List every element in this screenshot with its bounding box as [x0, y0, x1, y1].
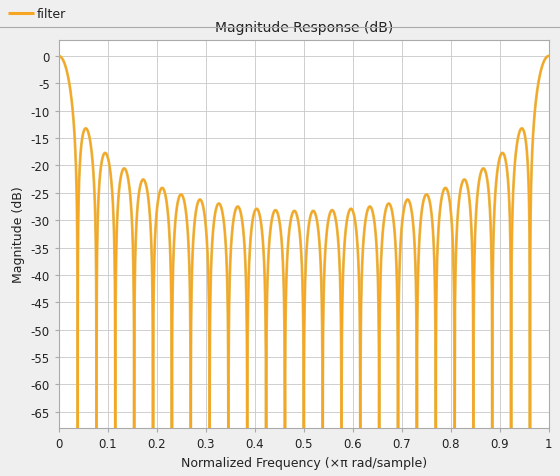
Y-axis label: Magnitude (dB): Magnitude (dB) [12, 186, 25, 283]
X-axis label: Normalized Frequency (×π rad/sample): Normalized Frequency (×π rad/sample) [181, 456, 427, 469]
Text: filter: filter [36, 8, 66, 21]
Title: Magnitude Response (dB): Magnitude Response (dB) [214, 21, 393, 35]
